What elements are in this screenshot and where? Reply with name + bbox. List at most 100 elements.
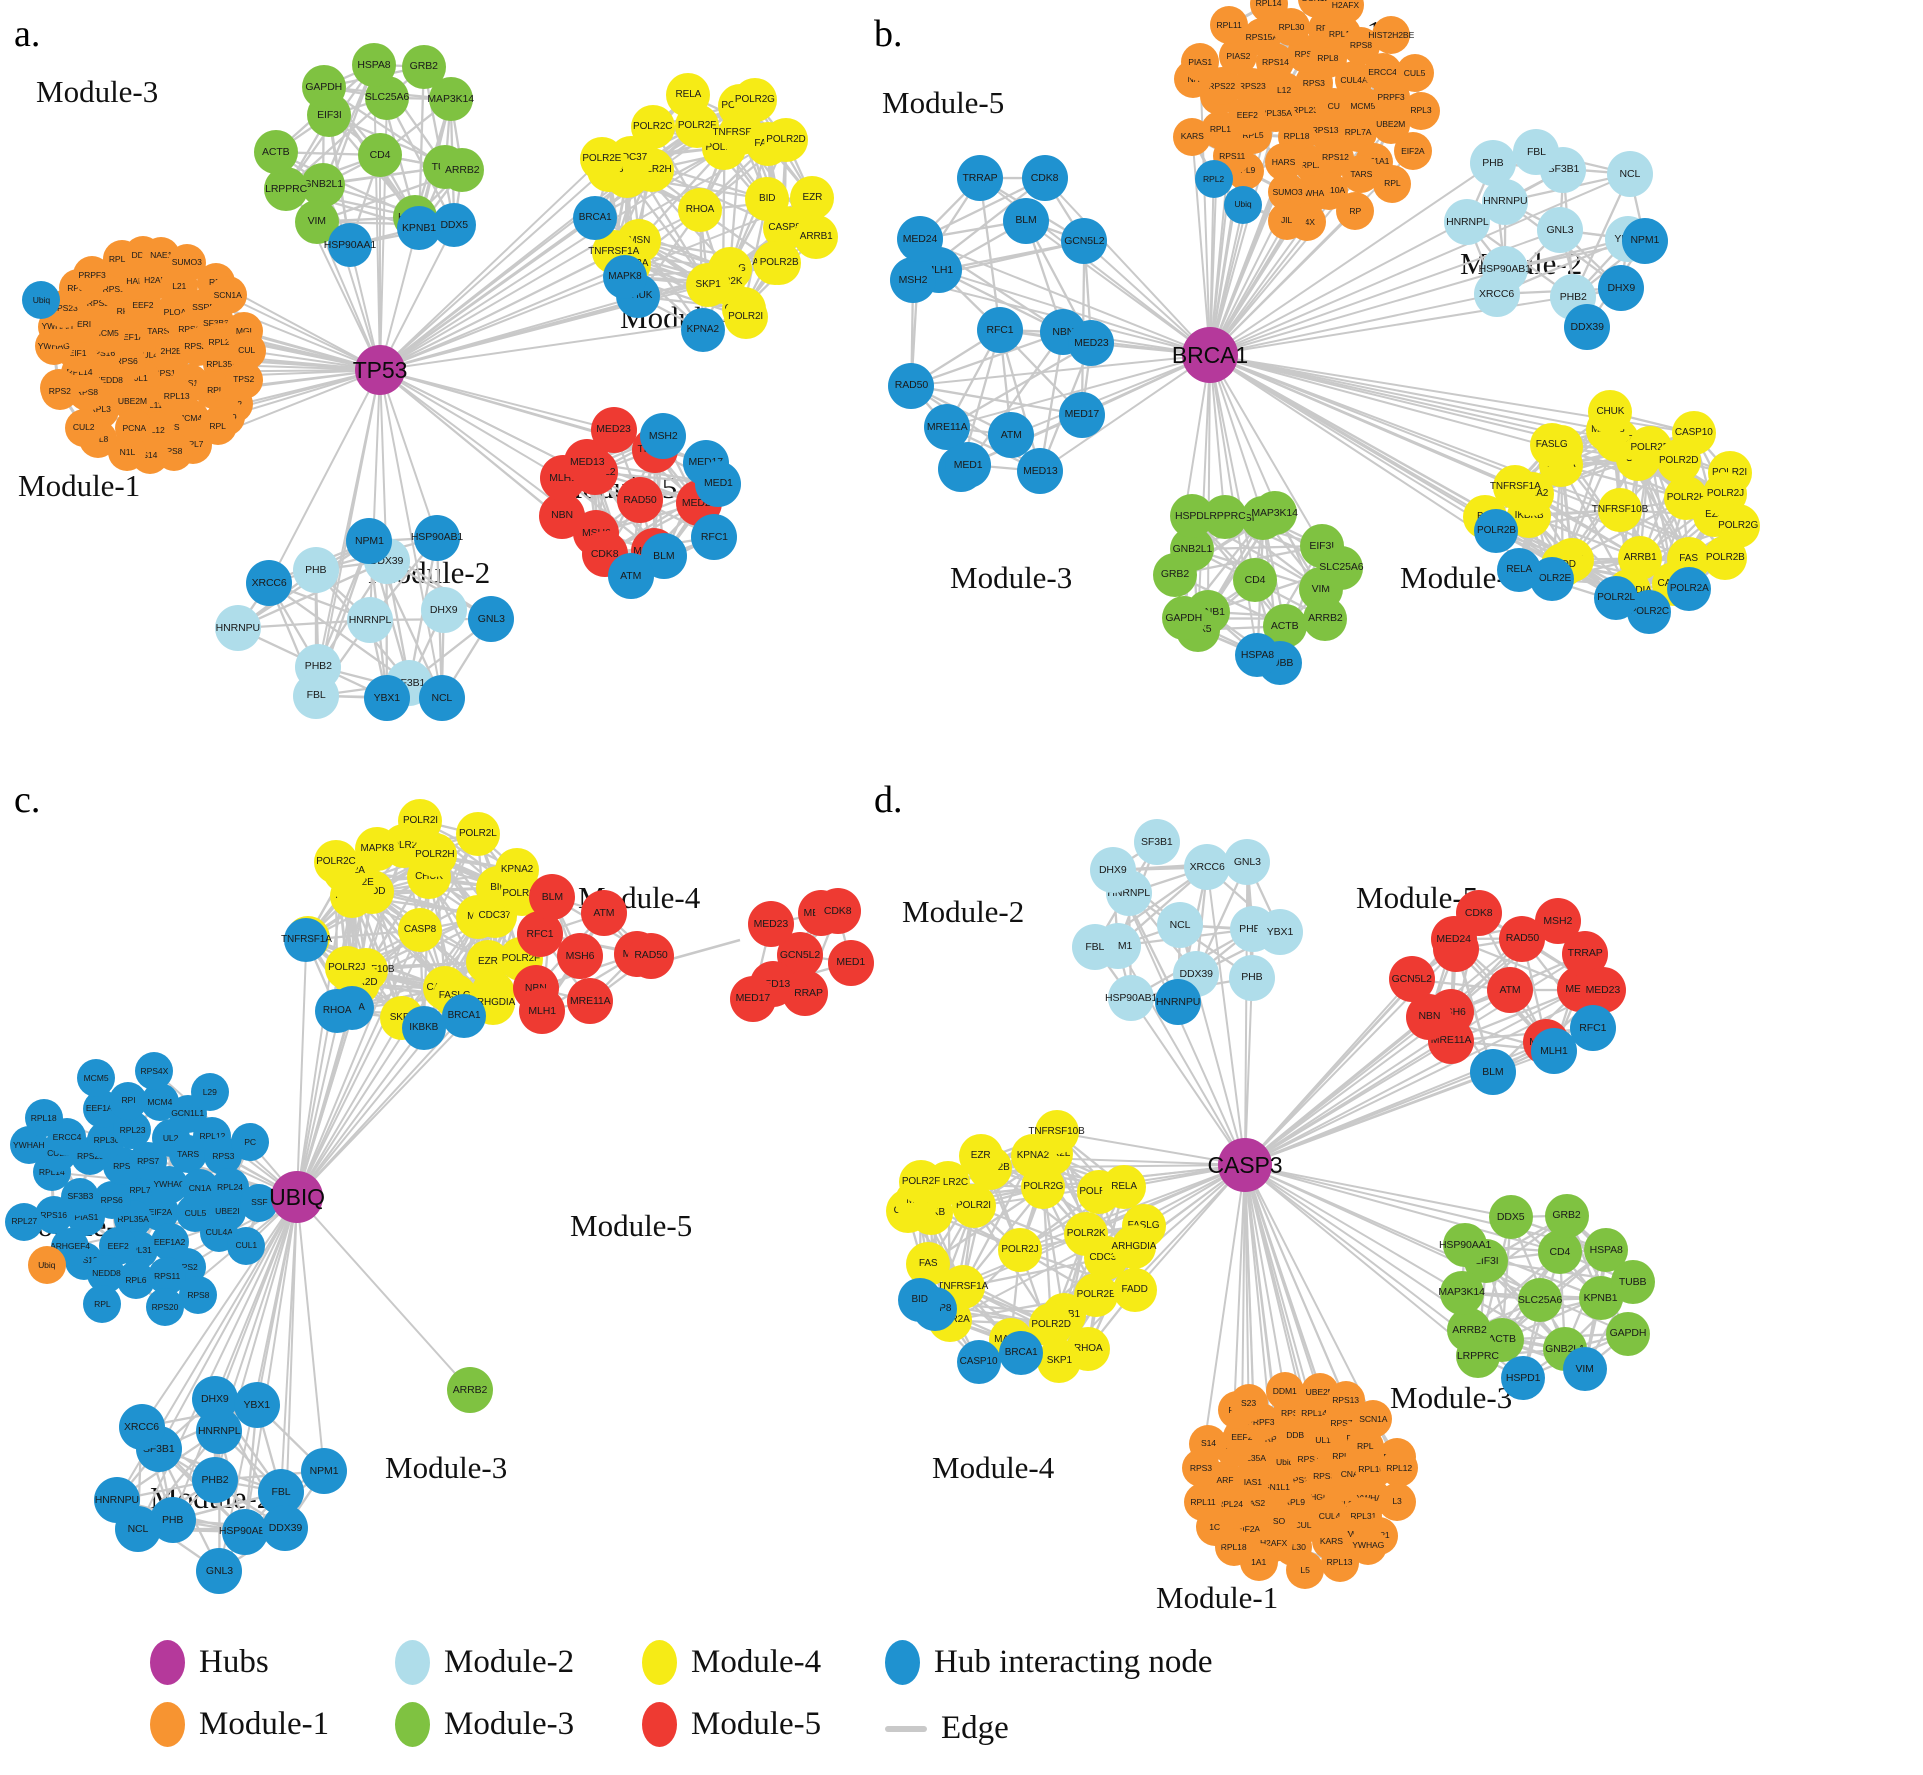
network-node[interactable]: FASLG bbox=[1529, 423, 1574, 468]
network-node[interactable]: POLR2E bbox=[579, 137, 624, 182]
network-node[interactable]: CUL1 bbox=[227, 1226, 266, 1265]
network-node[interactable]: POLR2L bbox=[455, 812, 500, 857]
network-node[interactable]: RELA bbox=[666, 73, 711, 118]
network-node[interactable]: PHB bbox=[1228, 954, 1275, 1001]
network-node[interactable]: MED17 bbox=[729, 975, 776, 1022]
network-node[interactable]: YBX1 bbox=[1256, 908, 1303, 955]
network-node[interactable]: FBL bbox=[1071, 924, 1118, 971]
network-node[interactable]: RPL2 bbox=[1194, 159, 1233, 198]
network-node[interactable]: RHOA bbox=[315, 988, 360, 1033]
network-node[interactable]: HIST2H2BE bbox=[1368, 16, 1414, 55]
network-node[interactable]: RFC1 bbox=[1569, 1005, 1616, 1052]
network-node[interactable]: S23 bbox=[1229, 1383, 1268, 1422]
network-node[interactable]: CDK8 bbox=[814, 887, 861, 934]
network-node[interactable]: MSH6 bbox=[557, 933, 603, 979]
network-node[interactable]: TNFRSF1A bbox=[281, 917, 332, 962]
network-node[interactable]: PHB bbox=[1469, 140, 1516, 187]
network-node[interactable]: POLR2B bbox=[1474, 509, 1519, 554]
network-node[interactable]: MED1 bbox=[945, 441, 992, 488]
network-node[interactable]: GAPDH bbox=[301, 65, 346, 110]
network-node[interactable]: GNL3 bbox=[468, 595, 515, 642]
network-node[interactable]: XRCC6 bbox=[246, 559, 293, 606]
network-node[interactable]: GNL3 bbox=[1537, 207, 1583, 253]
network-node[interactable]: XRCC6 bbox=[118, 1404, 165, 1451]
network-node[interactable]: RHOA bbox=[678, 188, 722, 232]
network-node[interactable]: HNRNPU bbox=[1155, 979, 1202, 1026]
network-node[interactable]: MLH1 bbox=[519, 988, 566, 1035]
network-node[interactable]: LRPPRC bbox=[264, 166, 309, 211]
network-node[interactable]: RPL12 bbox=[1380, 1449, 1419, 1488]
network-node[interactable]: DDX5 bbox=[1488, 1195, 1533, 1240]
network-node[interactable]: MED23 bbox=[590, 406, 637, 453]
network-node[interactable]: CHUK bbox=[1588, 390, 1633, 435]
network-node[interactable]: POLR2D bbox=[763, 118, 808, 163]
network-node[interactable]: TUBB bbox=[1610, 1260, 1655, 1305]
network-node[interactable]: MAP3K14 bbox=[427, 77, 474, 122]
network-node[interactable]: CASP10 bbox=[956, 1339, 1001, 1384]
network-node[interactable]: MED23 bbox=[747, 900, 794, 947]
network-node[interactable]: HNRNPU bbox=[214, 605, 261, 652]
network-node[interactable]: MRE11A bbox=[924, 403, 971, 450]
network-node[interactable]: POLR2E bbox=[1074, 1272, 1119, 1317]
network-node[interactable]: HSP90AA1 bbox=[324, 222, 376, 267]
network-node[interactable]: PHB2 bbox=[192, 1457, 238, 1503]
network-node[interactable]: MAPK8 bbox=[602, 254, 647, 299]
network-node[interactable]: RPS4X bbox=[135, 1051, 174, 1090]
network-node[interactable]: POLR2C bbox=[630, 105, 675, 150]
network-node[interactable]: FBL bbox=[293, 672, 340, 719]
network-node[interactable]: GNL3 bbox=[196, 1547, 243, 1594]
network-node[interactable]: MLH1 bbox=[1530, 1027, 1577, 1074]
network-node[interactable]: SCN1A bbox=[208, 276, 247, 315]
network-node[interactable]: RPL bbox=[1373, 164, 1412, 203]
network-node[interactable]: TNFRSF10B bbox=[1028, 1110, 1085, 1155]
network-node[interactable]: CD4 bbox=[1233, 558, 1277, 602]
network-node[interactable]: MRE11A bbox=[567, 978, 614, 1025]
network-node[interactable]: ACTB bbox=[253, 130, 298, 175]
network-node[interactable]: SLC25A6 bbox=[1319, 545, 1364, 590]
network-node[interactable]: DHX9 bbox=[1089, 847, 1136, 894]
network-node[interactable]: RAD50 bbox=[617, 477, 663, 523]
network-node[interactable]: BRCA1 bbox=[573, 195, 618, 240]
network-node[interactable]: RPL13 bbox=[1320, 1543, 1359, 1582]
network-node[interactable]: HSP90AB1 bbox=[1105, 975, 1157, 1022]
network-node[interactable]: NPM1 bbox=[301, 1448, 348, 1495]
network-node[interactable]: ARRB2 bbox=[447, 1367, 493, 1413]
network-node[interactable]: GAPDH bbox=[1161, 596, 1206, 641]
network-node[interactable]: GRB2 bbox=[1544, 1193, 1589, 1238]
network-node[interactable]: HNRNPU bbox=[93, 1477, 140, 1524]
network-node[interactable]: POLR2I bbox=[398, 798, 443, 843]
network-node[interactable]: IKBKB bbox=[401, 1006, 446, 1051]
network-node[interactable]: CASP10 bbox=[1671, 410, 1716, 455]
network-node[interactable]: TNFRSF1A bbox=[1490, 464, 1541, 509]
network-node[interactable]: RFC1 bbox=[691, 514, 738, 561]
network-node[interactable]: HSP90AB1 bbox=[219, 1508, 271, 1555]
network-node[interactable]: POLR2I bbox=[723, 295, 768, 340]
network-node[interactable]: ATM bbox=[988, 412, 1035, 459]
network-node[interactable]: POLR2A bbox=[1667, 567, 1712, 612]
network-node[interactable]: HSP90AB1 bbox=[411, 514, 463, 561]
network-node[interactable]: MAP3K14 bbox=[1438, 1270, 1485, 1315]
network-node[interactable]: RFC1 bbox=[517, 910, 563, 957]
network-node[interactable]: JIL bbox=[1267, 201, 1306, 240]
network-node[interactable]: PHB bbox=[292, 547, 339, 594]
network-node[interactable]: HNRNPL bbox=[1444, 198, 1491, 245]
network-node[interactable]: POLR2F bbox=[898, 1160, 943, 1205]
network-node[interactable]: CD4 bbox=[1537, 1229, 1582, 1274]
network-node[interactable]: DHX9 bbox=[1598, 265, 1645, 312]
network-node[interactable]: RPL bbox=[83, 1284, 122, 1323]
network-node[interactable]: PC bbox=[231, 1123, 270, 1162]
network-node[interactable]: ATM bbox=[1487, 967, 1533, 1013]
network-node[interactable]: SF3B1 bbox=[1133, 819, 1180, 866]
network-node[interactable]: SCN1A bbox=[1354, 1399, 1393, 1438]
network-node[interactable]: BLM bbox=[1469, 1049, 1516, 1096]
network-node[interactable]: RPL14 bbox=[1249, 0, 1288, 23]
network-node[interactable]: ATM bbox=[580, 889, 627, 936]
network-node[interactable]: PIAS1 bbox=[1181, 43, 1220, 82]
network-node[interactable]: NCL bbox=[1606, 150, 1653, 197]
network-node[interactable]: BLM bbox=[1003, 197, 1050, 244]
network-node[interactable]: TNFRSF10B bbox=[1592, 488, 1648, 532]
network-node[interactable]: BLM bbox=[529, 874, 576, 921]
network-node[interactable]: NCL bbox=[1157, 902, 1203, 948]
network-node[interactable]: KPNA2 bbox=[680, 308, 725, 353]
network-node[interactable]: KPNB1 bbox=[397, 205, 441, 250]
